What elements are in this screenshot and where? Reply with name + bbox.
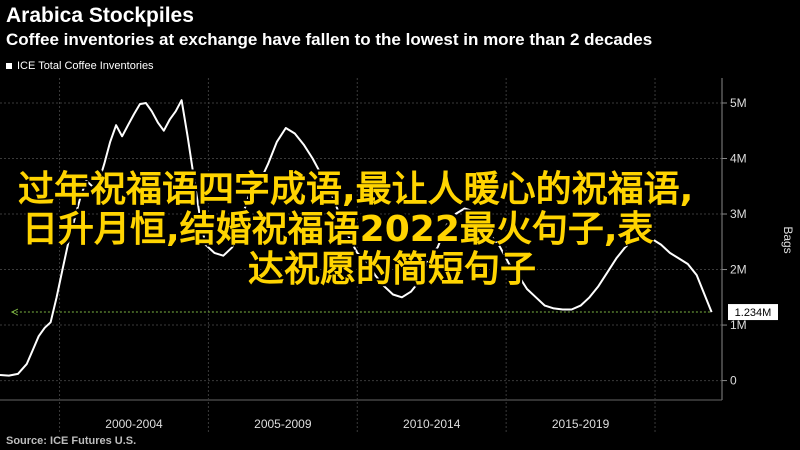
last-value-box <box>728 304 778 321</box>
chart-title: Arabica Stockpiles <box>6 4 194 27</box>
overlay-text-line-1: 过年祝福语四字成语,最让人暖心的祝福语, <box>18 169 694 210</box>
overlay-text-line-2: 日升月恒,结婚祝福语2022最火句子,表 <box>22 209 654 250</box>
y-tick-label: 5M <box>730 96 747 110</box>
x-tick-label: 2015-2019 <box>552 417 610 431</box>
x-tick-label: 2005-2009 <box>254 417 312 431</box>
legend-label: ICE Total Coffee Inventories <box>17 60 154 72</box>
overlay-text-line-3: 达祝愿的简短句子 <box>248 249 537 290</box>
y-tick-label: 1M <box>730 318 747 332</box>
legend-swatch <box>6 63 12 69</box>
y-tick-label: 2M <box>730 263 747 277</box>
source-note: Source: ICE Futures U.S. <box>6 435 137 447</box>
x-tick-label: 2000-2004 <box>105 417 163 431</box>
chart-subtitle: Coffee inventories at exchange have fall… <box>6 30 653 49</box>
legend: ICE Total Coffee Inventories <box>6 60 154 72</box>
y-axis-title: Bags <box>781 226 795 253</box>
last-value-label: 1.234M <box>735 307 772 319</box>
reference-arrow <box>10 308 19 316</box>
y-tick-label: 4M <box>730 152 747 166</box>
y-tick-label: 3M <box>730 207 747 221</box>
x-tick-label: 2010-2014 <box>403 417 461 431</box>
series-line <box>0 99 713 377</box>
y-tick-label: 0 <box>730 374 737 388</box>
